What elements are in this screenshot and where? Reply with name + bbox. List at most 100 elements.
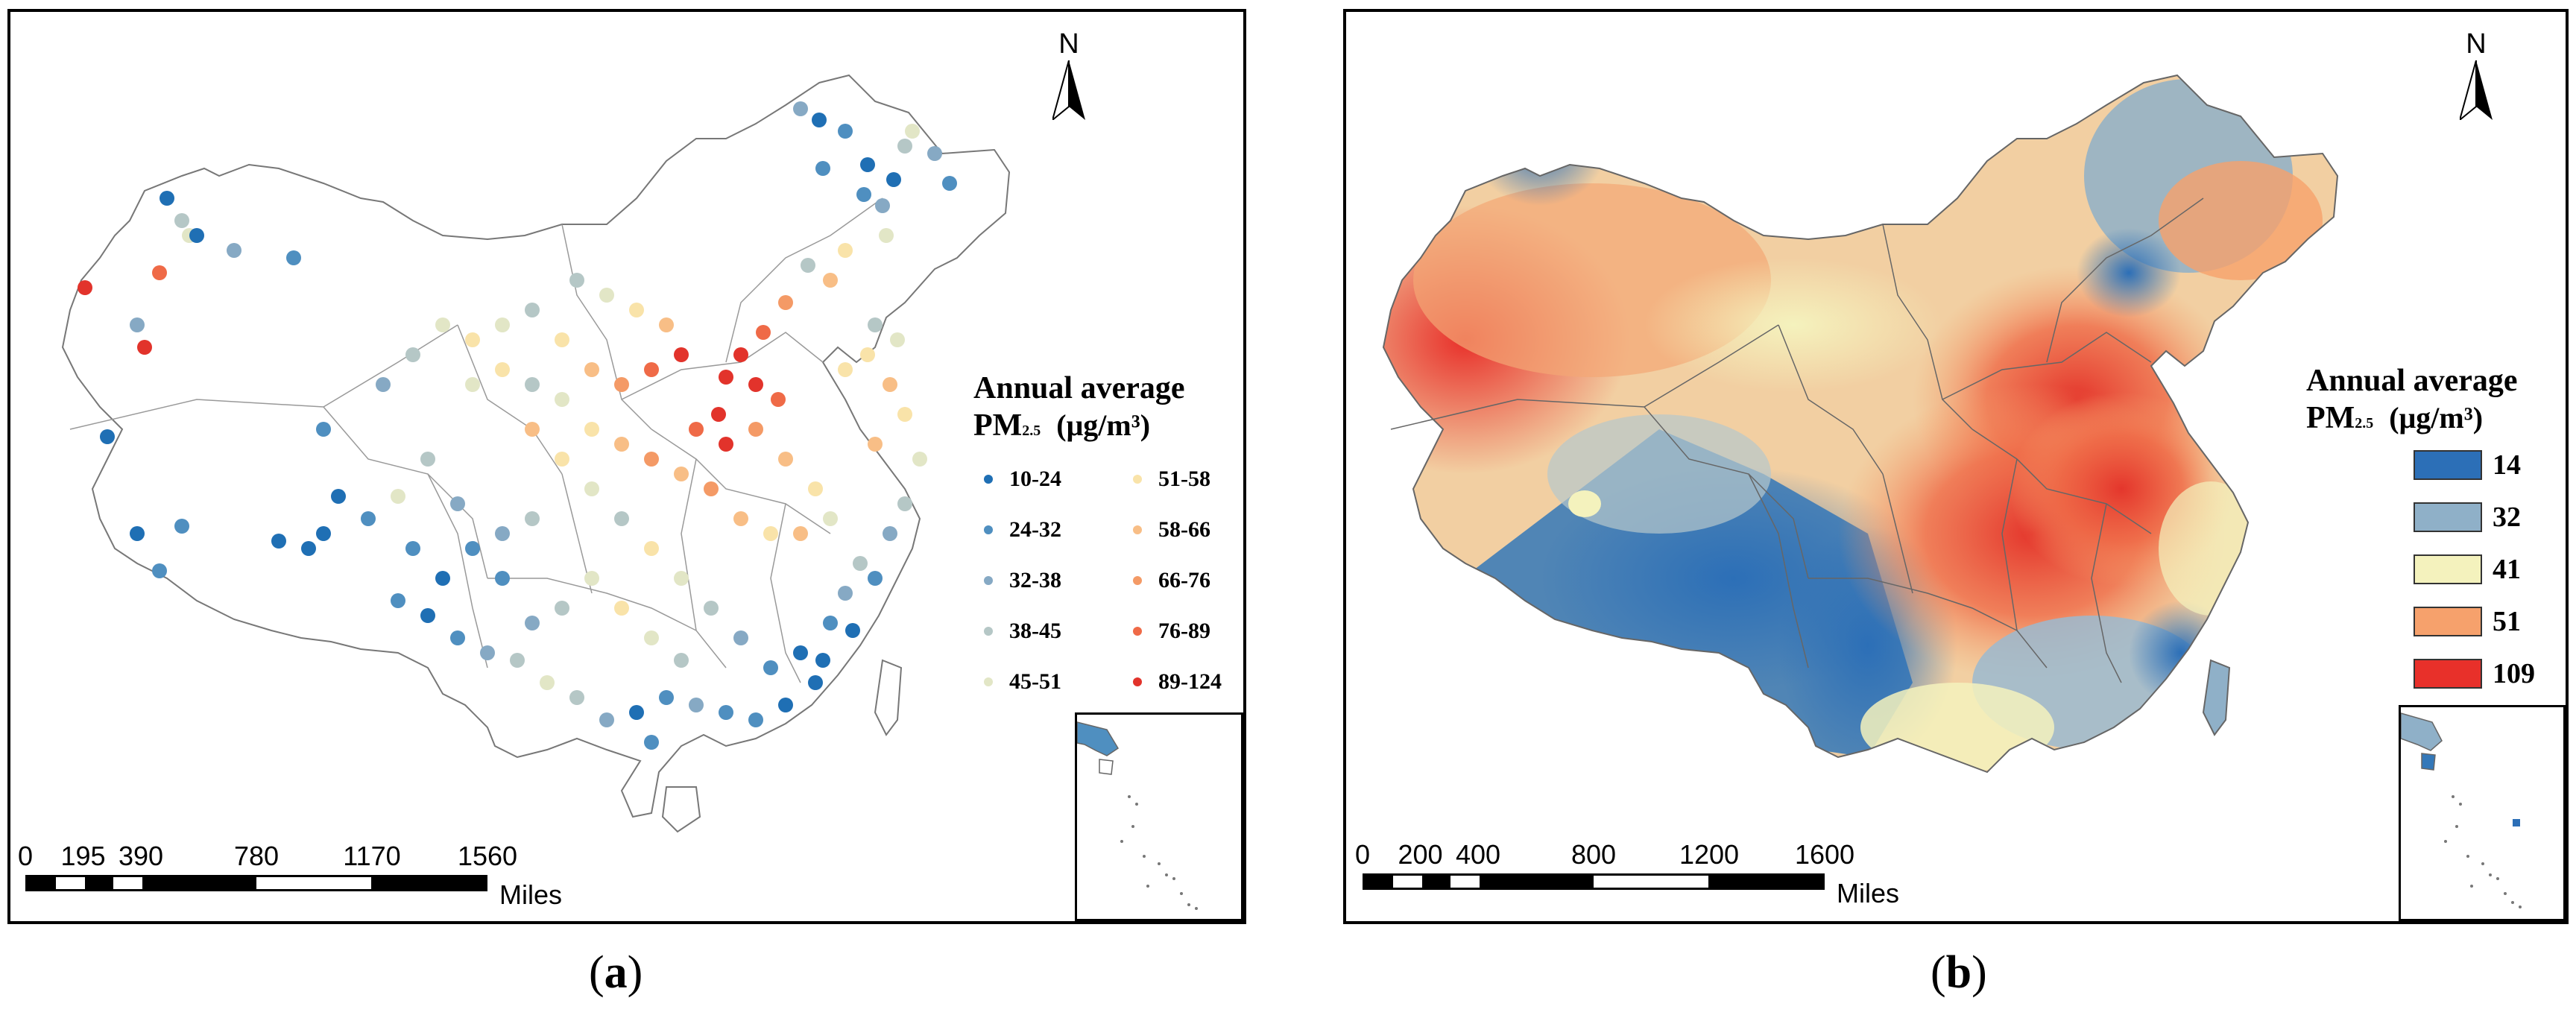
station-point [525, 377, 540, 392]
station-point [316, 526, 331, 541]
station-point [659, 690, 674, 705]
legend-swatch [1133, 677, 1142, 686]
station-point [450, 496, 465, 511]
scale-tick-label: 1200 [1679, 839, 1740, 870]
station-point [838, 124, 853, 139]
station-point [644, 541, 659, 556]
station-point [629, 303, 644, 317]
station-point [644, 362, 659, 377]
station-point [838, 586, 853, 601]
station-point [391, 489, 405, 504]
station-point [465, 332, 480, 347]
station-point [316, 422, 331, 437]
legend-label: 32-38 [1009, 568, 1061, 592]
station-point [778, 452, 793, 467]
station-point [525, 511, 540, 526]
scale-segment [1365, 876, 1394, 888]
scale-bar-a: 0 195 390 780 1170 1560 Miles [18, 841, 562, 910]
inset-map [2400, 712, 2522, 908]
north-arrow-icon [2460, 60, 2493, 120]
china-interpolated-map [1382, 74, 2339, 774]
station-point [812, 113, 827, 127]
station-point [771, 392, 786, 407]
station-point [838, 362, 853, 377]
scale-tick-label: 0 [1354, 839, 1371, 870]
station-point [599, 712, 614, 727]
station-point [748, 377, 763, 392]
scale-segment [56, 877, 85, 889]
station-point [853, 556, 868, 571]
station-point [160, 191, 174, 206]
station-point [130, 317, 145, 332]
panel-a-map: N Annual average PM2.5 (μg/m³) 10-24 24-3… [7, 9, 1246, 924]
north-arrow: N [1052, 28, 1085, 120]
station-point [793, 101, 808, 116]
legend-pm-sub: 2.5 [2355, 415, 2374, 432]
legend-swatch [1133, 627, 1142, 636]
legend-entry: 58-66 [1133, 517, 1210, 543]
station-point [405, 541, 420, 556]
station-point [555, 332, 569, 347]
legend-swatch [984, 525, 993, 534]
legend-label: 10-24 [1009, 467, 1061, 491]
station-point [659, 317, 674, 332]
legend-title-line1: Annual average [2306, 364, 2518, 398]
legend-swatch [2414, 607, 2482, 636]
station-point [733, 511, 748, 526]
station-point [815, 653, 830, 668]
scale-bar [25, 875, 487, 891]
station-point [540, 675, 555, 690]
station-point [674, 653, 689, 668]
station-point [495, 317, 510, 332]
legend-swatch [2414, 554, 2482, 584]
legend-entry: 109 [2414, 657, 2535, 690]
caption-a: (a) [589, 947, 643, 998]
station-point [778, 295, 793, 310]
legend-swatch [984, 475, 993, 484]
station-point [793, 645, 808, 660]
station-point [748, 422, 763, 437]
legend-a-title: Annual average PM2.5 (μg/m³) [973, 370, 1185, 449]
station-point [868, 437, 883, 452]
station-point [584, 422, 599, 437]
station-point [569, 273, 584, 288]
province-borders [1390, 197, 2204, 683]
legend-entry: 66-76 [1133, 568, 1210, 593]
legend-entry: 51 [2414, 605, 2521, 638]
station-point [860, 347, 875, 362]
legend-label: 76-89 [1158, 619, 1210, 643]
station-point [614, 377, 629, 392]
station-point [845, 623, 860, 638]
station-point [674, 467, 689, 481]
legend-pm: PM [973, 408, 1023, 443]
scale-tick-label: 1170 [343, 841, 401, 871]
legend-label: 14 [2493, 449, 2521, 481]
legend-unit: (μg/m³) [1056, 408, 1151, 442]
legend-entry: 89-124 [1133, 669, 1222, 695]
station-point [689, 698, 704, 712]
station-point [137, 340, 152, 355]
caption-b-label: b [1945, 947, 1972, 998]
scale-ticks: 0 200 400 800 1200 1600 [1355, 839, 1854, 873]
station-point [420, 452, 435, 467]
scale-tick-label: 200 [1398, 839, 1443, 870]
station-point [793, 526, 808, 541]
legend-label: 32 [2493, 502, 2521, 533]
south-china-sea-inset [2399, 705, 2566, 921]
station-point [856, 187, 871, 202]
station-point [555, 452, 569, 467]
station-point [495, 362, 510, 377]
legend-swatch [2414, 502, 2482, 532]
station-point [405, 347, 420, 362]
scale-segment [1421, 876, 1451, 888]
scale-segment [1393, 876, 1422, 888]
station-point [674, 347, 689, 362]
station-point [189, 228, 204, 243]
station-point [689, 422, 704, 437]
station-point [763, 526, 778, 541]
legend-label: 66-76 [1158, 568, 1210, 592]
scale-tick-label: 1600 [1794, 839, 1855, 870]
legend-entry: 38-45 [984, 619, 1061, 644]
station-point [748, 712, 763, 727]
station-point [942, 176, 957, 191]
